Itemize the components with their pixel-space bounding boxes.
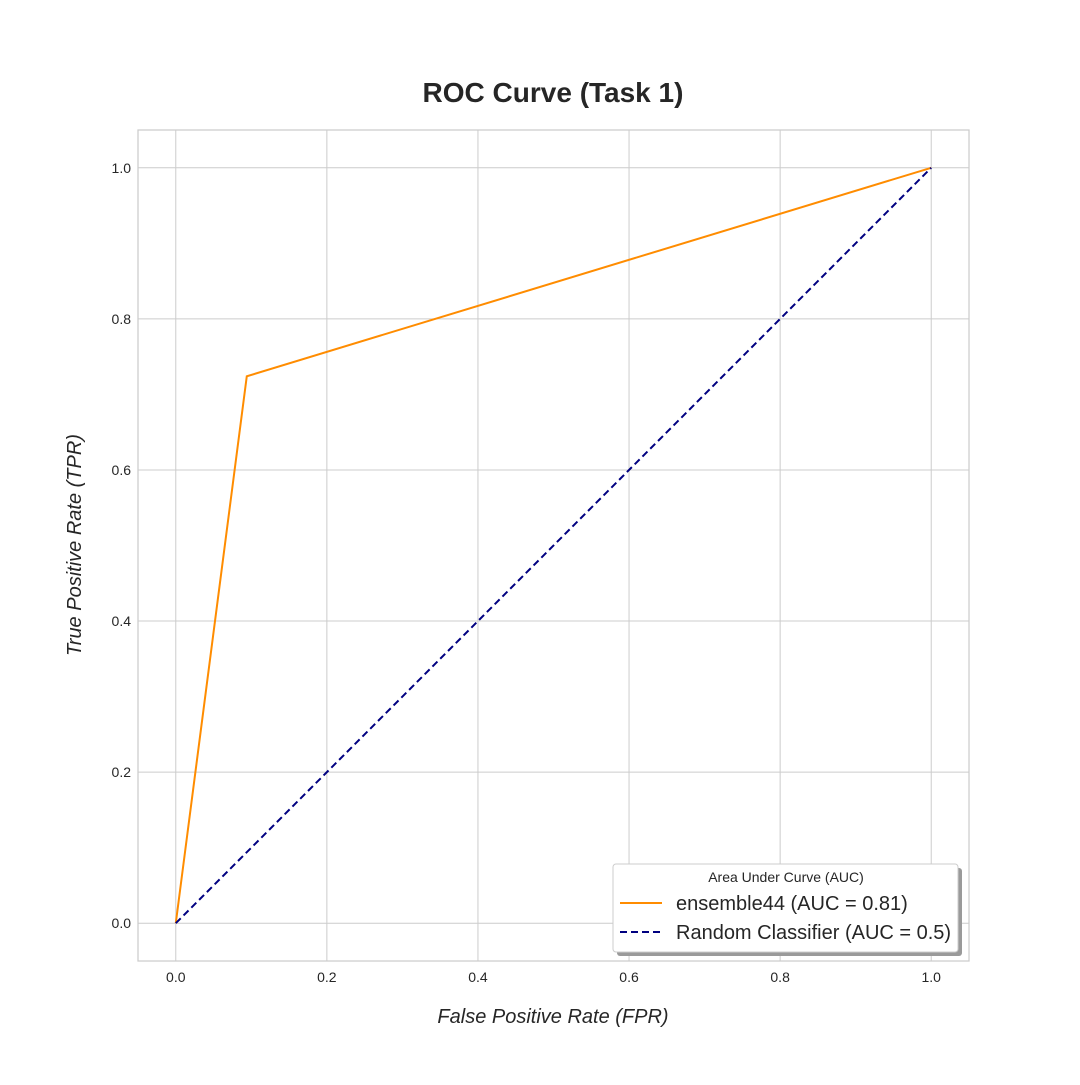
chart-title: ROC Curve (Task 1) [423, 77, 684, 108]
x-tick-label: 0.6 [619, 969, 639, 985]
x-tick-label: 1.0 [921, 969, 941, 985]
grid-lines [138, 130, 969, 961]
y-tick-label: 1.0 [112, 160, 132, 176]
x-tick-label: 0.4 [468, 969, 488, 985]
y-axis-label: True Positive Rate (TPR) [64, 434, 86, 656]
legend-box [612, 863, 959, 953]
legend-title: Area Under Curve (AUC) [708, 869, 864, 885]
series-line-ensemble [174, 166, 932, 924]
y-tick-label: 0.6 [112, 462, 132, 478]
y-tick-label: 0.0 [112, 915, 132, 931]
x-axis-label: False Positive Rate (FPR) [437, 1006, 668, 1028]
plot-frame [137, 129, 970, 962]
y-tick-label: 0.2 [112, 764, 132, 780]
series-lines [174, 166, 932, 924]
legend-label-ensemble: ensemble44 (AUC = 0.81) [676, 893, 908, 915]
series-line-random [175, 167, 932, 924]
y-tick-label: 0.4 [112, 613, 132, 629]
tick-labels: 0.0 0.2 0.4 0.6 0.8 1.0 0.0 0.2 0.4 0.6 0.8 1.0 [112, 160, 942, 985]
legend: Area Under Curve (AUC) ensemble44 (AUC =… [612, 863, 962, 956]
x-tick-label: 0.8 [770, 969, 790, 985]
y-tick-label: 0.8 [112, 311, 132, 327]
legend-label-random: Random Classifier (AUC = 0.5) [676, 922, 951, 944]
x-tick-label: 0.0 [166, 969, 186, 985]
x-tick-label: 0.2 [317, 969, 337, 985]
